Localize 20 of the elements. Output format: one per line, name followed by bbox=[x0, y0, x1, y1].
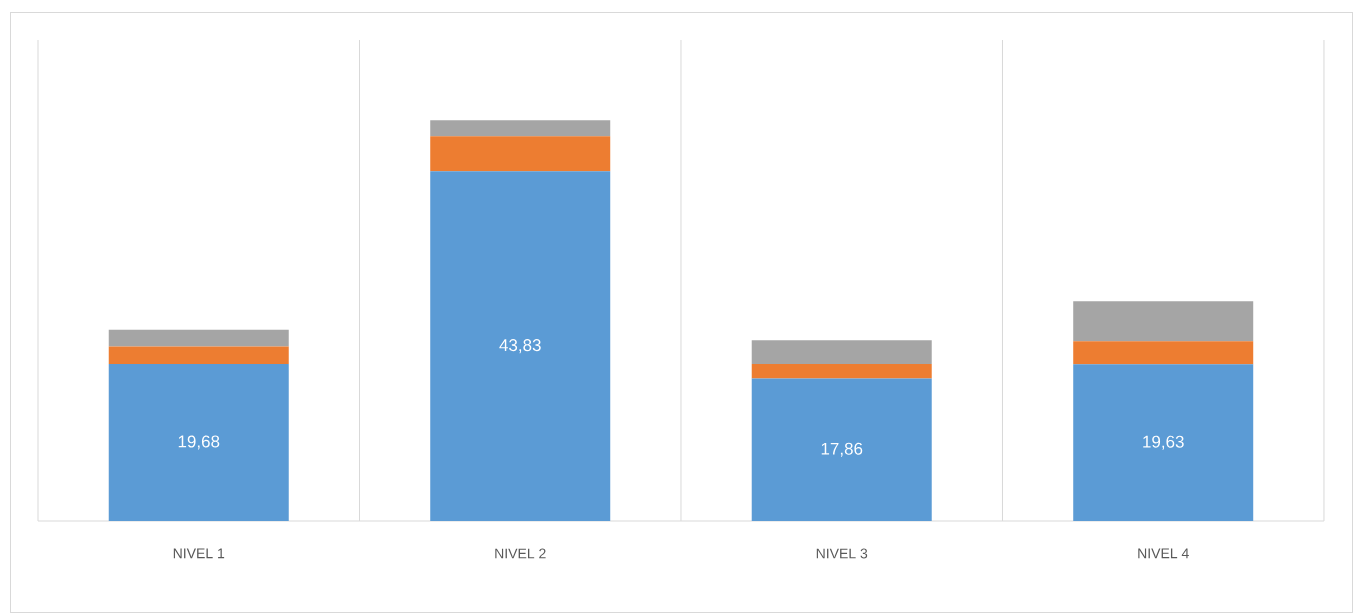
bar bbox=[430, 120, 611, 137]
bar bbox=[1073, 341, 1254, 365]
data-label: 17,86 bbox=[821, 442, 863, 457]
bar bbox=[430, 136, 611, 172]
x-tick-label: NIVEL 4 bbox=[1138, 548, 1189, 559]
data-label: 19,63 bbox=[1143, 435, 1184, 450]
data-label: 43,83 bbox=[499, 339, 541, 354]
bar bbox=[751, 364, 932, 379]
data-label: 19,68 bbox=[178, 435, 220, 450]
bar bbox=[1073, 301, 1254, 342]
x-tick-label: NIVEL 1 bbox=[173, 548, 225, 559]
bar bbox=[108, 346, 289, 364]
bar bbox=[430, 171, 611, 521]
bar bbox=[1073, 364, 1254, 521]
x-tick-label: NIVEL 3 bbox=[816, 548, 868, 559]
bar bbox=[108, 329, 289, 347]
bar bbox=[108, 363, 289, 521]
bar bbox=[751, 340, 932, 365]
x-tick-label: NIVEL 2 bbox=[495, 548, 546, 559]
bar bbox=[751, 378, 932, 521]
